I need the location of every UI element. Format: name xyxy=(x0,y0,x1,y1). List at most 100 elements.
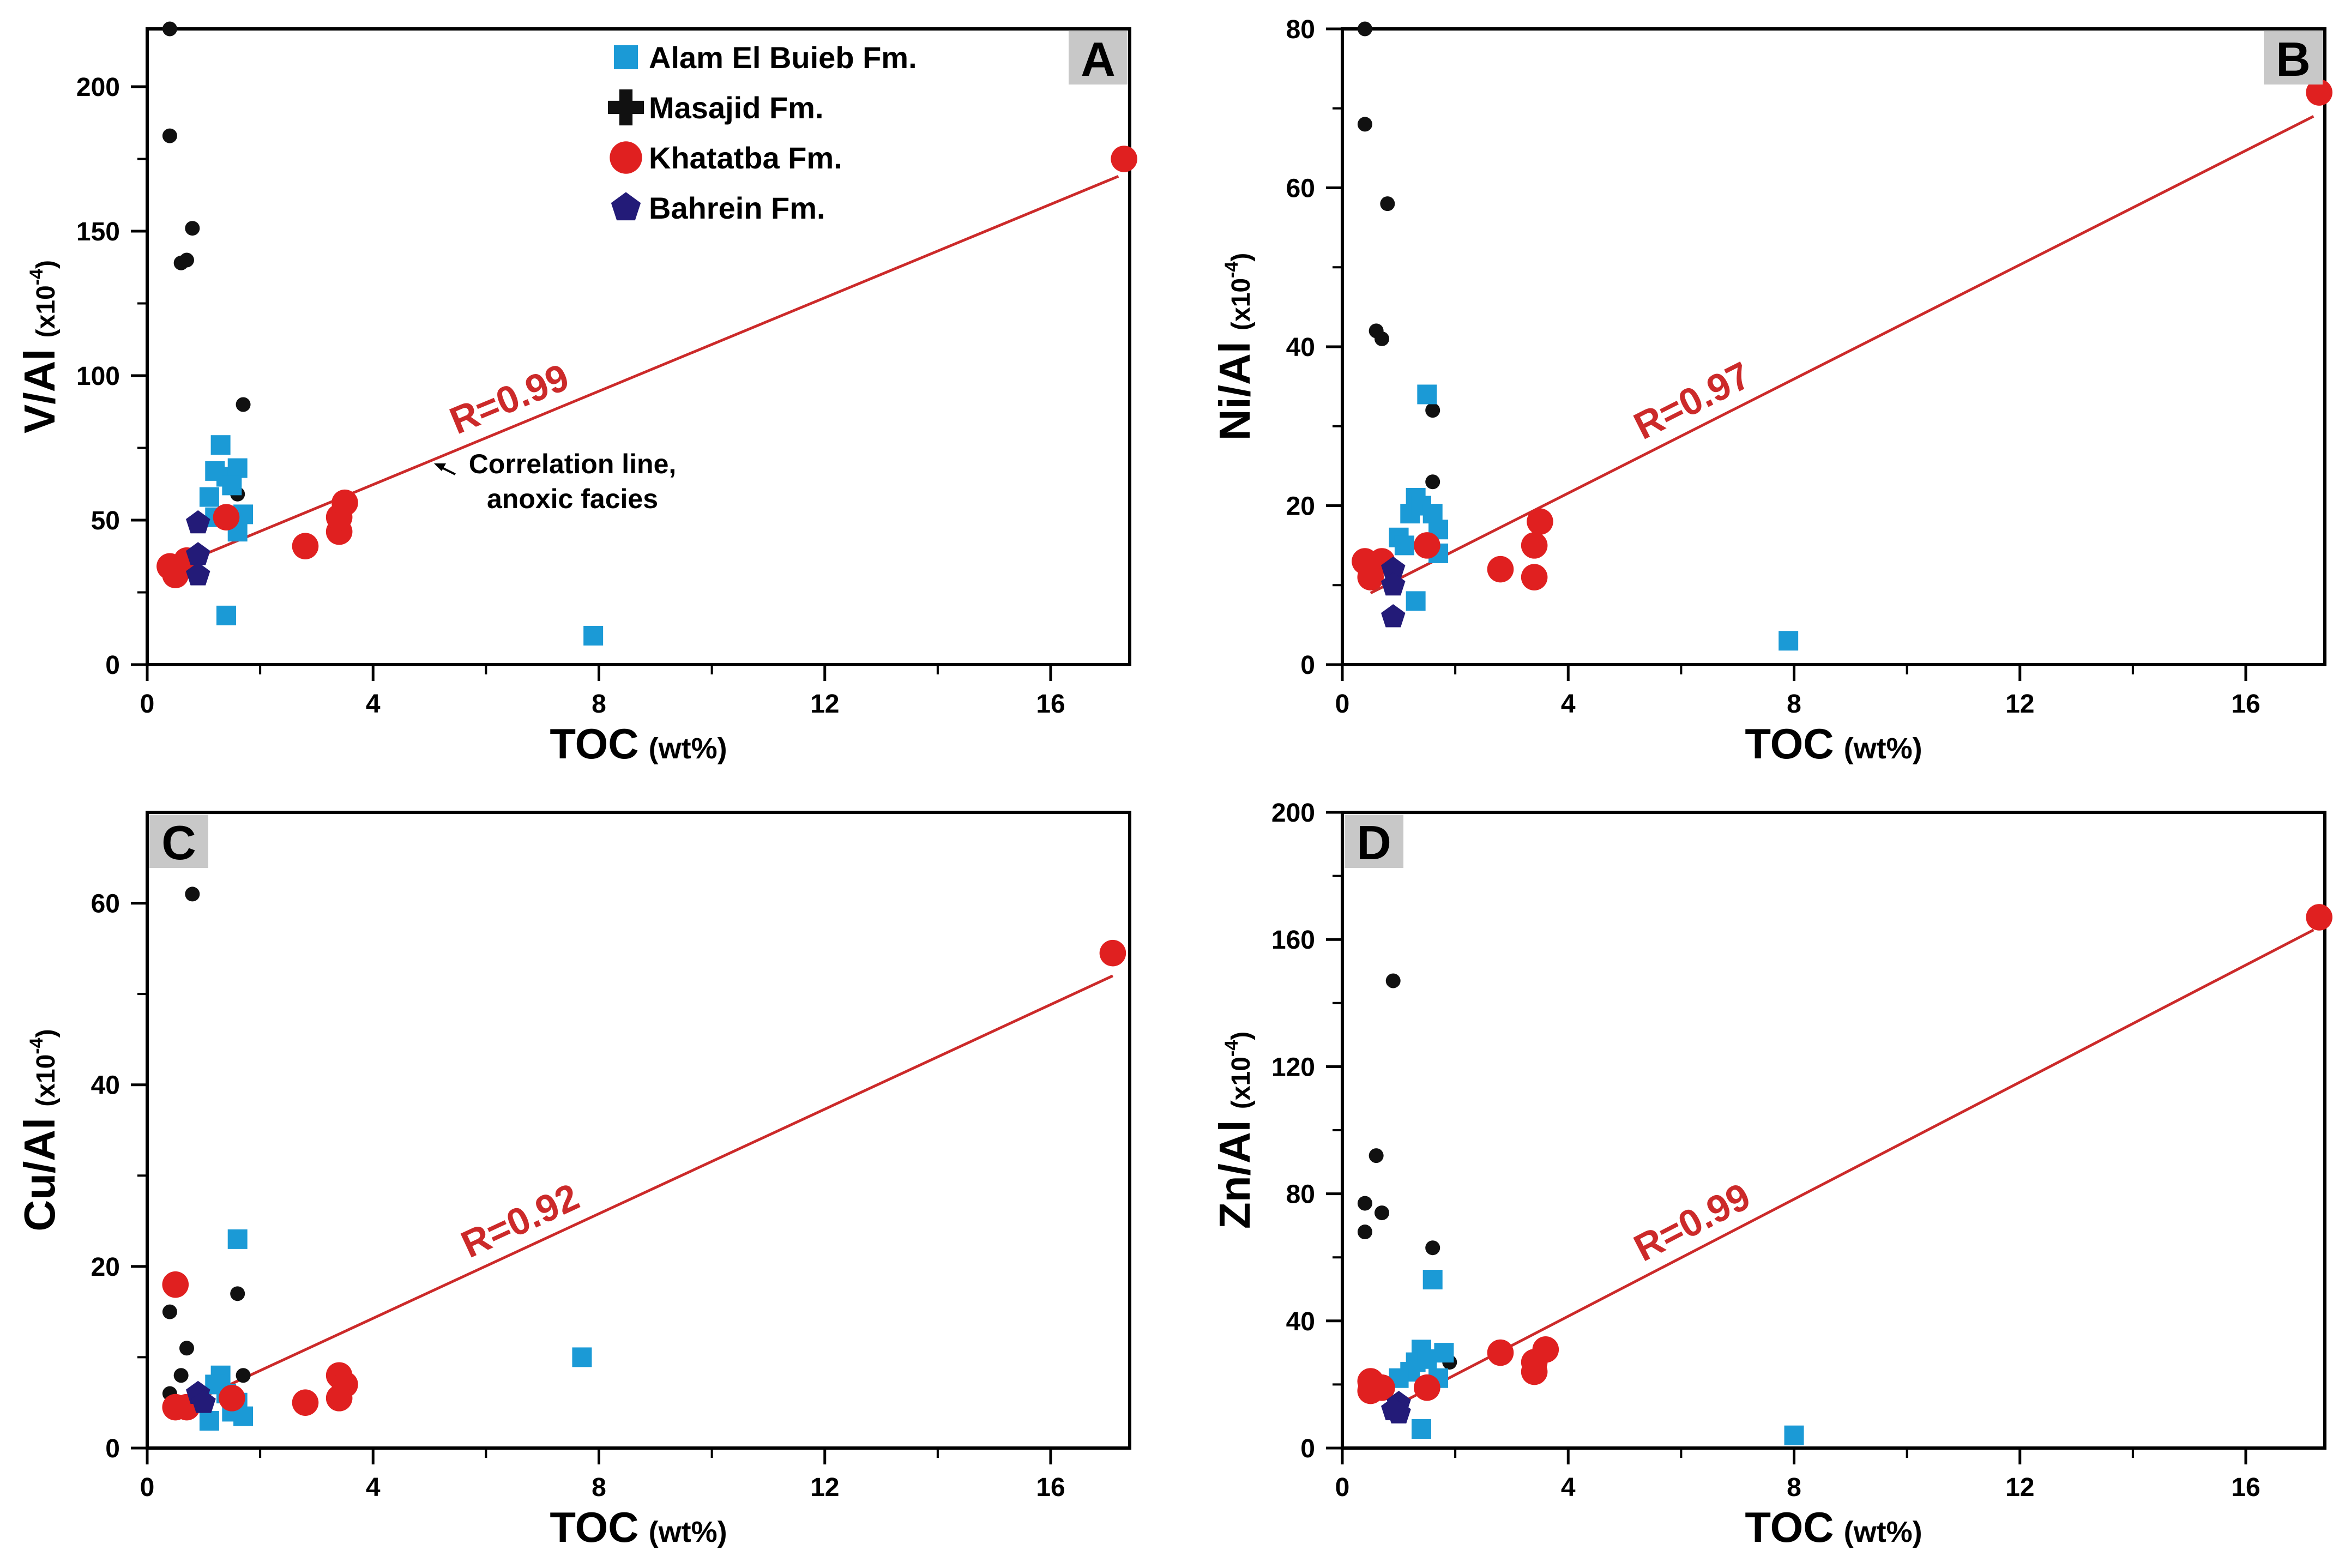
x-tick-label: 16 xyxy=(1036,690,1065,719)
y-axis-label: Ni/Al xyxy=(1210,341,1259,441)
series-masajid-fm xyxy=(1357,21,1440,490)
y-tick-label: 60 xyxy=(1286,174,1315,203)
data-point xyxy=(1406,591,1426,611)
annotation-arrowhead xyxy=(434,463,446,471)
y-axis-unit-suffix: ) xyxy=(32,260,61,269)
data-point xyxy=(325,1385,353,1412)
x-tick-label: 12 xyxy=(810,1473,839,1502)
data-point xyxy=(2306,904,2332,931)
y-tick-label: 100 xyxy=(76,362,120,391)
data-point xyxy=(186,542,210,565)
data-point xyxy=(213,504,240,530)
x-tick-label: 16 xyxy=(2231,690,2260,719)
data-point xyxy=(1099,939,1126,967)
legend-item: Bahrein Fm. xyxy=(611,191,825,225)
data-point xyxy=(1527,508,1553,535)
annotation-line-2: anoxic facies xyxy=(487,484,658,514)
data-point xyxy=(186,562,210,586)
data-point xyxy=(1521,1358,1548,1385)
data-point xyxy=(292,533,319,559)
legend-label: Masajid Fm. xyxy=(649,91,824,125)
data-point xyxy=(186,510,210,534)
panel-letter-box xyxy=(1345,815,1403,868)
data-point xyxy=(1487,556,1514,583)
y-tick-label: 0 xyxy=(1300,651,1315,680)
data-point xyxy=(173,1368,189,1383)
x-axis-label: TOC xyxy=(550,1503,638,1551)
series-khatatba-fm xyxy=(1357,904,2332,1404)
x-axis-title: TOC (wt%) xyxy=(550,1503,727,1551)
data-point xyxy=(1784,1425,1804,1445)
y-axis-label: Zn/Al xyxy=(1210,1120,1259,1229)
data-point xyxy=(1411,1419,1431,1439)
y-axis-unit-exponent: -4 xyxy=(26,1038,47,1054)
y-tick-label: 150 xyxy=(76,218,120,246)
x-axis-unit: (wt%) xyxy=(1844,732,1922,765)
data-point xyxy=(292,1389,319,1416)
data-point xyxy=(227,1229,248,1249)
y-tick-label: 0 xyxy=(105,1434,120,1463)
data-point xyxy=(1425,1240,1440,1256)
series-bahrein-fm xyxy=(186,510,210,586)
correlation-line xyxy=(180,974,1113,1409)
y-tick-label: 80 xyxy=(1286,15,1315,44)
y-axis-title: Ni/Al (x10-4) xyxy=(1210,253,1259,441)
x-axis-title: TOC (wt%) xyxy=(1745,1503,1922,1551)
y-axis-unit-suffix: ) xyxy=(32,1029,61,1038)
y-tick-label: 40 xyxy=(1286,333,1315,362)
legend-marker-square xyxy=(614,45,638,69)
x-tick-label: 8 xyxy=(1787,690,1801,719)
legend: Alam El Buieb Fm. Masajid Fm. Khatatba Fm.… xyxy=(608,40,917,225)
x-tick-label: 12 xyxy=(2005,1473,2034,1502)
data-point xyxy=(2306,79,2332,106)
data-point xyxy=(185,886,200,902)
y-axis-label: Cu/Al xyxy=(15,1118,64,1232)
data-point xyxy=(1357,1196,1372,1211)
annotation-line-1: Correlation line, xyxy=(469,449,677,479)
data-point xyxy=(162,21,177,37)
legend-label: Alam El Buieb Fm. xyxy=(649,40,917,75)
data-point xyxy=(227,458,248,478)
legend-marker-circle xyxy=(610,141,642,174)
panel-letter: B xyxy=(2276,32,2311,86)
series-masajid-fm xyxy=(162,21,251,502)
series-khatatba-fm xyxy=(1352,79,2332,590)
y-axis-title: Zn/Al (x10-4) xyxy=(1210,1032,1259,1229)
data-point xyxy=(1385,973,1401,988)
data-point xyxy=(1417,384,1437,405)
x-axis-label: TOC xyxy=(1745,1503,1834,1551)
data-point xyxy=(1434,1343,1454,1363)
data-point xyxy=(1369,1374,1395,1401)
x-tick-label: 12 xyxy=(2005,690,2034,719)
y-tick-label: 20 xyxy=(1286,492,1315,521)
data-point xyxy=(191,1390,216,1413)
panel-letter-box xyxy=(1069,31,1128,85)
data-point xyxy=(583,626,604,646)
data-point xyxy=(1381,1397,1406,1420)
x-tick-label: 4 xyxy=(1561,1473,1576,1502)
y-tick-label: 40 xyxy=(1286,1307,1315,1336)
data-point xyxy=(1414,1374,1440,1401)
data-point xyxy=(199,487,219,507)
panel-letter-box xyxy=(2264,31,2323,85)
y-axis-unit-exponent: -4 xyxy=(26,269,47,285)
annotation: Correlation line, anoxic facies xyxy=(434,449,676,514)
y-tick-label: 0 xyxy=(105,651,120,680)
correlation-line xyxy=(1370,115,2314,595)
x-tick-label: 4 xyxy=(1561,690,1576,719)
data-point xyxy=(179,1341,194,1356)
y-tick-label: 40 xyxy=(91,1071,120,1100)
x-axis-title: TOC (wt%) xyxy=(550,720,727,768)
x-tick-label: 4 xyxy=(366,1473,381,1502)
y-axis-unit-exponent: -4 xyxy=(1221,1040,1242,1057)
series-alam-el-buieb-fm xyxy=(1389,1270,1804,1445)
correlation-line xyxy=(1387,928,2314,1412)
data-point xyxy=(179,252,194,268)
data-point xyxy=(1111,146,1137,172)
x-axis-title: TOC (wt%) xyxy=(1745,720,1922,768)
data-point xyxy=(216,605,236,625)
x-axis-label: TOC xyxy=(550,720,638,768)
y-axis-unit-prefix: (x10 xyxy=(32,285,61,337)
